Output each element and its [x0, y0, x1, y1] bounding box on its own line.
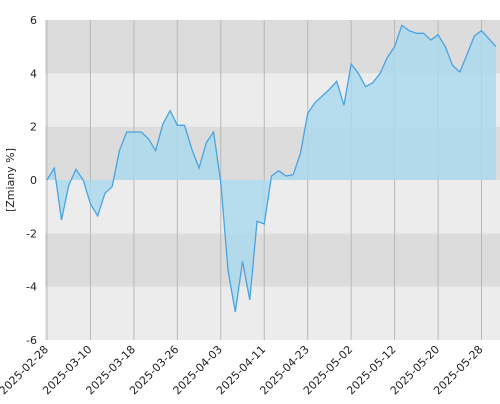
- band: [45, 233, 500, 287]
- y-tick-label: -6: [26, 334, 37, 347]
- y-tick-label: -2: [26, 227, 37, 240]
- band: [45, 180, 500, 234]
- y-tick-label: 4: [30, 67, 37, 80]
- y-tick-label: 0: [30, 174, 37, 187]
- area-fill: [47, 25, 496, 312]
- band: [45, 286, 500, 340]
- y-tick-label: 6: [30, 14, 37, 27]
- y-axis-label: [Zmiany %]: [4, 148, 17, 212]
- y-tick-label: 2: [30, 121, 37, 134]
- y-tick-label: -4: [26, 281, 37, 294]
- line: [46, 24, 497, 313]
